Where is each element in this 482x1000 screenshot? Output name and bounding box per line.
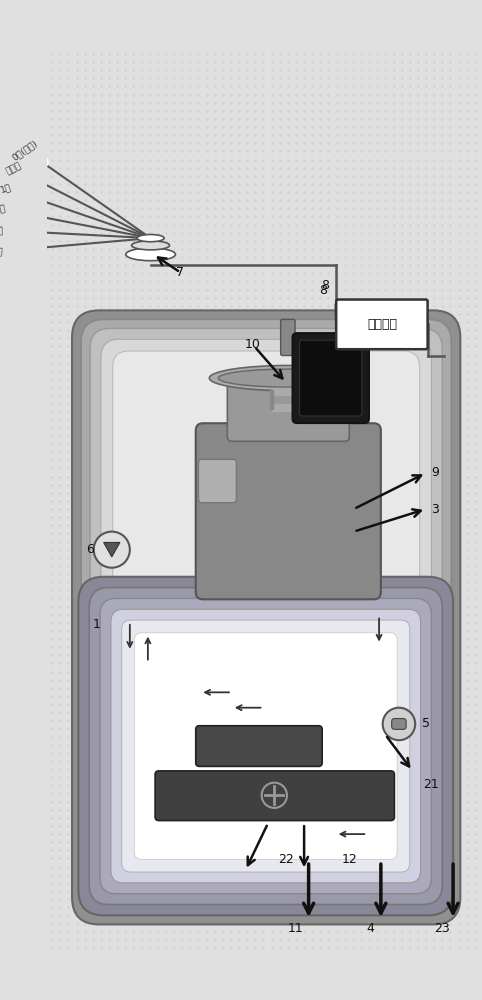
Text: 4: 4 [366, 922, 374, 935]
FancyBboxPatch shape [134, 633, 397, 859]
FancyBboxPatch shape [113, 351, 420, 884]
Text: 10: 10 [245, 338, 261, 351]
Text: 8: 8 [319, 284, 327, 297]
Ellipse shape [218, 369, 358, 387]
Text: 9: 9 [431, 466, 439, 479]
FancyBboxPatch shape [199, 459, 236, 503]
FancyBboxPatch shape [100, 598, 431, 894]
Text: 21: 21 [423, 778, 439, 791]
Text: 5: 5 [422, 717, 430, 730]
FancyBboxPatch shape [121, 620, 410, 872]
Circle shape [383, 708, 415, 740]
FancyBboxPatch shape [336, 300, 428, 349]
Text: 3挡: 3挡 [0, 225, 3, 235]
FancyBboxPatch shape [228, 378, 349, 441]
FancyBboxPatch shape [281, 319, 295, 356]
Text: 0档(关闭): 0档(关闭) [11, 138, 39, 162]
FancyBboxPatch shape [196, 726, 322, 766]
FancyBboxPatch shape [81, 319, 451, 915]
Text: 11: 11 [287, 922, 303, 935]
Text: 6: 6 [86, 543, 94, 556]
Ellipse shape [137, 235, 164, 242]
Circle shape [94, 532, 130, 568]
Text: 4挡: 4挡 [0, 247, 3, 256]
Text: 12: 12 [341, 853, 357, 866]
Text: 7: 7 [176, 266, 185, 279]
Text: 控制单元: 控制单元 [367, 318, 397, 331]
FancyBboxPatch shape [196, 423, 381, 599]
Text: 1挡: 1挡 [0, 182, 12, 194]
FancyBboxPatch shape [392, 719, 406, 729]
FancyBboxPatch shape [72, 310, 460, 924]
FancyBboxPatch shape [79, 577, 453, 915]
FancyBboxPatch shape [90, 328, 442, 906]
FancyBboxPatch shape [293, 333, 369, 423]
Ellipse shape [209, 365, 367, 391]
Text: 23: 23 [434, 922, 450, 935]
FancyBboxPatch shape [300, 340, 362, 416]
Text: 3: 3 [431, 503, 439, 516]
Ellipse shape [126, 248, 175, 261]
Text: 恰速挡: 恰速挡 [5, 161, 23, 176]
Text: 1: 1 [93, 618, 100, 631]
FancyBboxPatch shape [155, 771, 394, 821]
Ellipse shape [132, 241, 170, 250]
Polygon shape [104, 542, 120, 557]
Text: 8: 8 [321, 279, 329, 292]
Text: 22: 22 [278, 853, 294, 866]
FancyBboxPatch shape [111, 609, 421, 883]
Text: 2挡: 2挡 [0, 203, 6, 214]
FancyBboxPatch shape [101, 339, 431, 896]
FancyBboxPatch shape [89, 588, 442, 905]
